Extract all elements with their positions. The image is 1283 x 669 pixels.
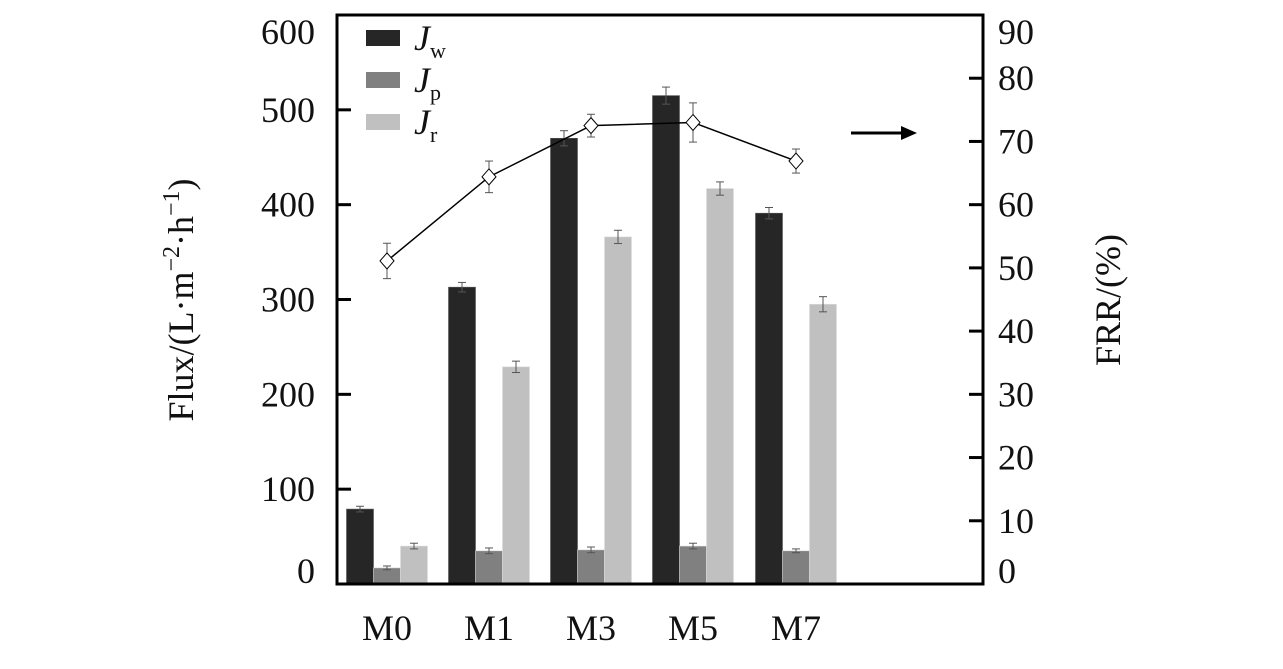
y-tick-label: 300 bbox=[261, 280, 315, 320]
y2-tick-label: 90 bbox=[998, 12, 1034, 52]
legend-main: J bbox=[414, 102, 432, 142]
frr-point-M0 bbox=[379, 252, 395, 270]
frr-point-M1 bbox=[481, 168, 497, 186]
bar-Jr-M3 bbox=[604, 236, 632, 585]
x-tick-label: M3 bbox=[566, 608, 616, 648]
y-axis-label-part: Flux/(L·m bbox=[161, 272, 201, 422]
bar-Jr-M1 bbox=[502, 366, 530, 585]
bar-Jr-M0 bbox=[400, 545, 428, 585]
legend-label-Jr: Jr bbox=[414, 102, 438, 147]
bar-Jr-M5 bbox=[706, 188, 734, 585]
y2-tick-label: 30 bbox=[998, 374, 1034, 414]
arrow-head bbox=[901, 126, 917, 140]
x-tick-label: M1 bbox=[464, 608, 514, 648]
y-tick-label: 100 bbox=[261, 469, 315, 509]
legend-sub: w bbox=[430, 38, 446, 63]
bar-Jw-M3 bbox=[550, 137, 578, 585]
y2-tick-label: 70 bbox=[998, 121, 1034, 161]
legend-label-Jp: Jp bbox=[414, 60, 441, 105]
y2-tick-label: 80 bbox=[998, 58, 1034, 98]
bar-Jp-M1 bbox=[475, 550, 503, 585]
bar-Jr-M7 bbox=[809, 303, 837, 585]
frr-point-M5 bbox=[685, 113, 701, 132]
y-axis-label: Flux/(L·m−2·h−1) bbox=[159, 178, 201, 421]
x-tick-label: M7 bbox=[771, 608, 821, 648]
y-tick-label: 0 bbox=[297, 551, 315, 591]
y2-tick-label: 0 bbox=[998, 551, 1016, 591]
y2-axis-label: FRR/(%) bbox=[1088, 234, 1128, 366]
bar-Jw-M5 bbox=[652, 95, 680, 585]
y-tick-label: 200 bbox=[261, 374, 315, 414]
legend-main: J bbox=[414, 18, 432, 58]
y2-tick-label: 20 bbox=[998, 438, 1034, 478]
y2-tick-label: 60 bbox=[998, 185, 1034, 225]
y2-tick-label: 10 bbox=[998, 501, 1034, 541]
frr-point-M7 bbox=[788, 152, 804, 170]
y-tick-label: 500 bbox=[261, 90, 315, 130]
frr-point-M3 bbox=[583, 116, 599, 135]
bar-Jp-M7 bbox=[782, 550, 810, 585]
y2-tick-label: 50 bbox=[998, 248, 1034, 288]
bar-Jw-M7 bbox=[755, 212, 783, 585]
legend-swatch-Jr bbox=[366, 114, 400, 130]
bar-Jw-M0 bbox=[346, 508, 374, 585]
bar-Jw-M1 bbox=[448, 286, 476, 585]
frr-line bbox=[386, 121, 797, 262]
y-axis-label-part: ·h bbox=[161, 216, 201, 246]
y-axis-label-part: −1 bbox=[159, 190, 185, 216]
legend-label-Jw: Jw bbox=[414, 18, 446, 63]
bar-Jp-M0 bbox=[373, 567, 401, 585]
y-tick-label: 400 bbox=[261, 185, 315, 225]
x-tick-label: M0 bbox=[362, 608, 412, 648]
legend-main: J bbox=[414, 60, 432, 100]
bar-Jp-M3 bbox=[577, 549, 605, 585]
legend-swatch-Jp bbox=[366, 72, 400, 88]
y-axis-label-part: −2 bbox=[159, 246, 185, 272]
bar-Jp-M5 bbox=[679, 545, 707, 585]
x-tick-label: M5 bbox=[668, 608, 718, 648]
y2-tick-label: 40 bbox=[998, 311, 1034, 351]
y-tick-label: 600 bbox=[261, 12, 315, 52]
y-axis-label-part: ) bbox=[161, 178, 201, 190]
legend-sub: r bbox=[430, 122, 438, 147]
legend-swatch-Jw bbox=[366, 30, 400, 46]
legend-sub: p bbox=[430, 80, 441, 105]
